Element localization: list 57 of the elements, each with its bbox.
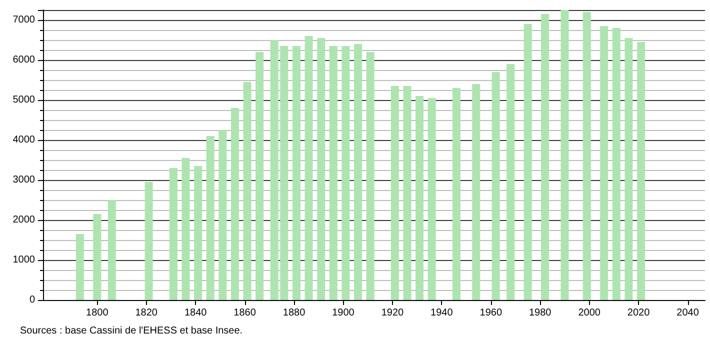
x-tick-label: 1860: [234, 308, 256, 318]
bar: [108, 200, 116, 300]
bar: [524, 24, 532, 300]
x-tick-label: 1880: [282, 308, 306, 318]
bar: [612, 28, 620, 300]
bar: [218, 130, 227, 300]
x-tick-label: 2020: [627, 308, 650, 318]
y-tick-label: 7000: [12, 14, 36, 26]
bar: [292, 46, 300, 300]
bar: [637, 42, 646, 300]
x-tick-label: 2000: [578, 308, 601, 318]
bar: [472, 84, 480, 300]
bar: [541, 14, 550, 300]
bar: [403, 86, 412, 300]
y-tick-label: 5000: [12, 94, 36, 106]
y-tick-label: 1000: [12, 254, 36, 266]
x-tick-label: 1820: [135, 308, 158, 318]
bar: [194, 166, 202, 300]
x-tick-label: 1920: [381, 308, 404, 318]
y-tick-label: 0: [29, 294, 36, 306]
y-tick-label: 3000: [12, 174, 36, 186]
bar: [366, 52, 374, 300]
bar: [452, 88, 460, 300]
bar: [304, 36, 313, 300]
bar: [206, 136, 214, 300]
bar: [600, 26, 608, 300]
bar: [169, 168, 178, 300]
bar: [428, 98, 436, 300]
bar: [93, 214, 102, 300]
bar: [492, 72, 500, 300]
bar: [624, 38, 633, 300]
x-tick-label: 1980: [528, 308, 552, 318]
bar: [342, 46, 350, 300]
bar: [506, 64, 515, 300]
bar: [329, 46, 338, 300]
y-tick-label: 6000: [12, 54, 36, 66]
bar: [256, 52, 264, 300]
x-tick-label: 1800: [86, 308, 109, 318]
bar: [76, 234, 84, 300]
y-tick-label: 2000: [12, 214, 36, 226]
bar: [230, 108, 239, 300]
bar: [243, 82, 252, 300]
bar: [390, 86, 399, 300]
bar: [144, 182, 153, 300]
y-tick-label: 4000: [12, 134, 36, 146]
bar: [416, 96, 424, 300]
x-tick-label: 2040: [676, 308, 700, 318]
bar: [182, 158, 190, 300]
x-tick-label: 1900: [332, 308, 355, 318]
x-tick-label: 1960: [480, 308, 502, 318]
x-tick-label: 1940: [430, 308, 454, 318]
bar: [560, 10, 569, 300]
source-note: Sources : base Cassini de l'EHESS et base Insee.: [20, 326, 243, 336]
bar: [354, 44, 362, 300]
bar: [317, 38, 326, 300]
bar: [582, 12, 591, 300]
x-tick-label: 1840: [184, 308, 208, 318]
